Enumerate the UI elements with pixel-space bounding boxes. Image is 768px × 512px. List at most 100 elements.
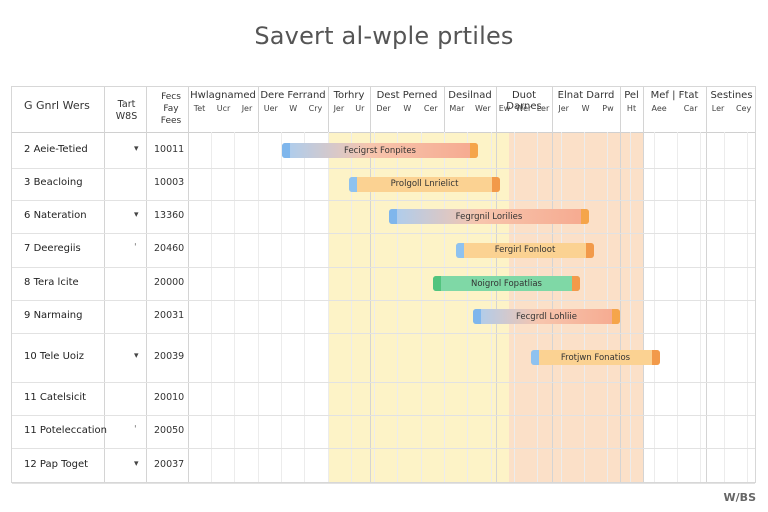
task-name: 7 Deeregiis (24, 243, 81, 254)
grid-line (677, 132, 678, 482)
bar-label: Fegrgnil Lorilies (455, 211, 523, 222)
grid-line (747, 132, 748, 482)
task-value: 20460 (154, 243, 185, 254)
period-label: Sestines (710, 90, 753, 101)
task-label: Nateration (33, 209, 87, 221)
bar-start-handle[interactable] (433, 276, 441, 291)
bar-end-handle[interactable] (652, 350, 660, 365)
bar-start-handle[interactable] (282, 143, 290, 158)
table-row[interactable]: 11 Poteleccation ˈ 20050 (12, 415, 755, 448)
period-header: Pel Ht (620, 87, 643, 132)
grid-line (397, 132, 398, 482)
row-divider (12, 382, 755, 383)
period-sub-label: Cey (735, 104, 752, 113)
bar-label: Fecgrdl Lohliie (515, 311, 577, 322)
period-sub-label: Ler (711, 104, 725, 113)
grid-line (444, 132, 445, 482)
expand-toggle-icon[interactable]: ▾ (134, 350, 139, 361)
table-row[interactable]: 2 Aeie-Tetied ▾ 10011 Fecigrst Fonpites (12, 133, 755, 168)
period-sub-label: Jer (333, 104, 345, 113)
gantt-bar[interactable]: Prolgoll Lnrielict (349, 176, 500, 192)
grid-line (374, 132, 375, 482)
table-row[interactable]: 8 Tera lcite 20000 Noigrol Fopatlias (12, 267, 755, 300)
grid-line (584, 132, 585, 482)
table-row[interactable]: 6 Nateration ▾ 13360 Fegrgnil Lorilies (12, 200, 755, 233)
period-header: Sestines Ler Cey (706, 87, 757, 132)
column-divider (104, 87, 105, 482)
period-sub-label: Ht (626, 104, 637, 113)
period-sub-label: W (403, 104, 412, 113)
column-divider (620, 87, 621, 482)
period-header: Dest Perned Der W Cer (370, 87, 444, 132)
period-sub-label: Mar (449, 104, 465, 113)
gantt-bar[interactable]: Noigrol Fopatlias (433, 276, 580, 291)
grid-line (700, 132, 701, 482)
grid-line (328, 132, 329, 482)
expand-toggle-icon[interactable]: ▾ (134, 143, 139, 154)
grid-line (514, 132, 515, 482)
period-header: Torhry Jer Ur (328, 87, 370, 132)
table-row[interactable]: 10 Tele Uoiz ▾ 20039 Frotjwn Fonatios (12, 333, 755, 382)
table-row[interactable]: 3 Beacloing 10003 Prolgoll Lnrielict (12, 168, 755, 200)
bar-start-handle[interactable] (349, 176, 357, 192)
period-label: Mef | Ftat (650, 90, 699, 101)
bar-start-handle[interactable] (456, 242, 464, 258)
column-divider (643, 87, 644, 482)
bar-end-handle[interactable] (612, 309, 620, 324)
task-name: 8 Tera lcite (24, 277, 79, 288)
task-name: 6 Nateration (24, 210, 87, 221)
task-value: 20010 (154, 391, 185, 403)
task-number: 12 (24, 458, 37, 470)
table-row[interactable]: 7 Deeregiis ˈ 20460 Fergirl Fonloot (12, 233, 755, 267)
page-title: Savert al-wple prtiles (254, 22, 514, 50)
bar-end-handle[interactable] (586, 242, 594, 258)
period-sub-label: Aee (651, 104, 667, 113)
bar-start-handle[interactable] (473, 309, 481, 324)
task-label: Poteleccation (39, 424, 107, 436)
task-label: Tele Uoiz (39, 350, 85, 362)
bar-start-handle[interactable] (531, 350, 539, 365)
task-value: 10011 (154, 143, 185, 155)
expand-toggle-icon[interactable]: ▾ (134, 209, 139, 220)
bar-start-handle[interactable] (389, 209, 397, 224)
task-value: 20039 (154, 350, 185, 362)
task-label: Beacloing (33, 177, 83, 188)
watermark: W/BS (723, 491, 756, 504)
task-value-header: Fecs Fay Fees (160, 92, 182, 126)
bar-end-handle[interactable] (572, 276, 580, 291)
grid-line (654, 132, 655, 482)
task-name: 9 Narmaing (24, 310, 82, 321)
period-sub-label: Ur (355, 104, 365, 113)
bar-end-handle[interactable] (492, 176, 500, 192)
table-row[interactable]: 11 Catelsicit 20010 (12, 382, 755, 415)
gantt-bar[interactable]: Fecigrst Fonpites (282, 143, 478, 158)
period-sub-label: Ucr (216, 104, 231, 113)
gantt-bar[interactable]: Fegrgnil Lorilies (389, 209, 589, 224)
expand-toggle-icon[interactable]: ˈ (134, 243, 137, 253)
table-row[interactable]: 9 Narmaing 20031 Fecgrdl Lohliie (12, 300, 755, 333)
row-divider (12, 415, 755, 416)
task-name: 3 Beacloing (24, 177, 83, 188)
row-divider (12, 483, 755, 484)
task-mark-header: Tart W8S (115, 99, 138, 122)
row-divider (12, 448, 755, 449)
gantt-bar[interactable]: Fergirl Fonloot (456, 242, 594, 258)
gantt-bar[interactable]: Frotjwn Fonatios (531, 350, 660, 365)
expand-toggle-icon[interactable]: ˈ (134, 424, 137, 435)
expand-toggle-icon[interactable]: ▾ (134, 458, 139, 469)
bar-end-handle[interactable] (581, 209, 589, 224)
task-number: 10 (24, 350, 37, 362)
period-sub-label: Wer (515, 104, 532, 113)
bar-end-handle[interactable] (470, 143, 478, 158)
task-value: 10003 (154, 177, 185, 188)
table-row[interactable]: 12 Pap Toget ▾ 20037 (12, 448, 755, 483)
period-label: Desilnad (448, 90, 492, 101)
bar-label: Fergirl Fonloot (494, 245, 556, 255)
row-divider (12, 333, 755, 334)
grid-line (561, 132, 562, 482)
gantt-bar[interactable]: Fecgrdl Lohliie (473, 309, 620, 324)
task-value: 20037 (154, 458, 185, 470)
grid-line (281, 132, 282, 482)
column-divider (706, 87, 707, 482)
period-sub-label: Der (376, 104, 391, 113)
